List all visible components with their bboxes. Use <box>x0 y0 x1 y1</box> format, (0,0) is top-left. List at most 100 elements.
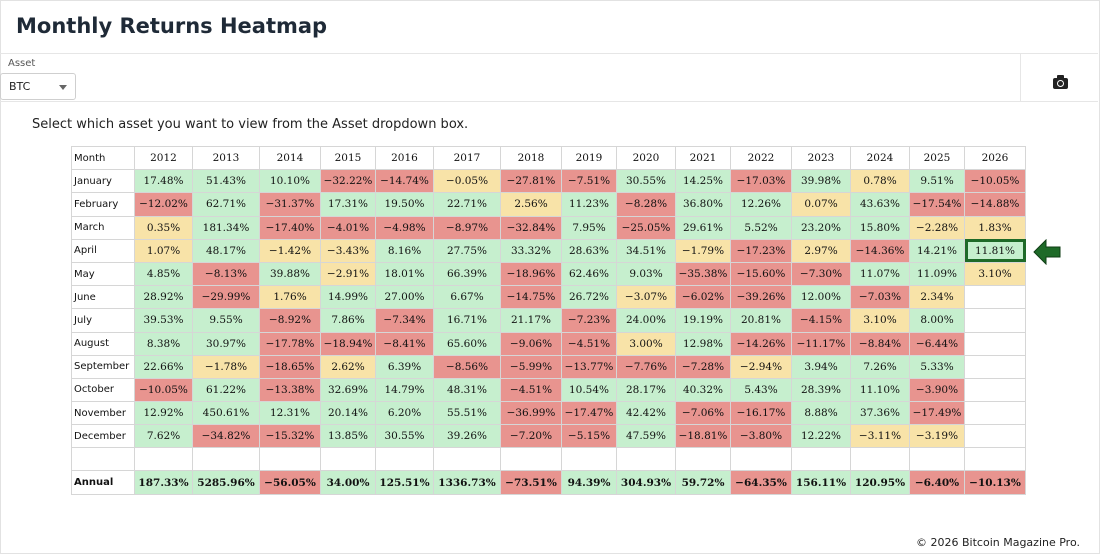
table-row: April 1.07% 48.17% −1.42% −3.43% 8.16% 27.75% 3… <box>71 238 1026 263</box>
return-cell: −17.78% <box>259 331 321 356</box>
return-cell: −14.26% <box>730 331 792 356</box>
return-cell: −1.78% <box>192 354 260 379</box>
return-cell: −7.20% <box>500 424 562 449</box>
return-cell: −4.51% <box>561 331 617 356</box>
return-cell: 19.19% <box>675 308 731 333</box>
empty-cell <box>909 447 965 472</box>
month-label: May <box>71 261 135 287</box>
return-cell: −3.07% <box>616 285 676 310</box>
month-label: August <box>71 331 135 356</box>
return-cell: −14.36% <box>850 238 910 263</box>
return-cell: −5.15% <box>561 424 617 449</box>
return-cell: 39.26% <box>433 424 501 449</box>
return-cell: −11.17% <box>791 331 851 356</box>
month-label: March <box>71 215 135 240</box>
return-cell: 15.80% <box>850 215 910 240</box>
return-cell: −7.23% <box>561 308 617 333</box>
return-cell: 7.95% <box>561 215 617 240</box>
empty-cell <box>433 447 501 472</box>
annual-return-cell: −10.13% <box>964 470 1026 495</box>
return-cell: 39.98% <box>791 169 851 194</box>
return-cell: −9.06% <box>500 331 562 356</box>
return-cell: −3.19% <box>909 424 965 449</box>
return-cell: −2.91% <box>320 261 376 287</box>
annual-return-cell: −73.51% <box>500 470 562 495</box>
return-cell: −14.74% <box>375 169 434 194</box>
return-cell: 1.07% <box>134 238 193 263</box>
year-column-header: 2025 <box>909 145 965 171</box>
spacer-row <box>71 447 1026 472</box>
screenshot-button[interactable] <box>1020 54 1099 101</box>
return-cell: 14.25% <box>675 169 731 194</box>
empty-cell <box>616 447 676 472</box>
return-cell: −7.34% <box>375 308 434 333</box>
empty-cell <box>320 447 376 472</box>
return-cell: −35.38% <box>675 261 731 287</box>
return-cell: −1.79% <box>675 238 731 263</box>
return-cell: 30.55% <box>616 169 676 194</box>
return-cell: 14.21% <box>909 238 965 263</box>
empty-cell <box>850 447 910 472</box>
return-cell: −3.11% <box>850 424 910 449</box>
return-cell: 61.22% <box>192 377 260 403</box>
highlighted-return-cell: 11.81% <box>964 238 1026 263</box>
annual-return-cell: −6.40% <box>909 470 965 495</box>
return-cell: 2.62% <box>320 354 376 379</box>
return-cell <box>964 401 1026 426</box>
return-cell: −7.03% <box>850 285 910 310</box>
return-cell: −6.02% <box>675 285 731 310</box>
return-cell: −18.81% <box>675 424 731 449</box>
return-cell: 40.32% <box>675 377 731 403</box>
return-cell: 450.61% <box>192 401 260 426</box>
empty-cell <box>561 447 617 472</box>
return-cell <box>964 354 1026 379</box>
return-cell: 28.39% <box>791 377 851 403</box>
return-cell: 12.00% <box>791 285 851 310</box>
annual-return-cell: 304.93% <box>616 470 676 495</box>
return-cell: −8.97% <box>433 215 501 240</box>
return-cell: 8.88% <box>791 401 851 426</box>
empty-cell <box>675 447 731 472</box>
annual-return-cell: 34.00% <box>320 470 376 495</box>
return-cell: −15.32% <box>259 424 321 449</box>
return-cell: 18.01% <box>375 261 434 287</box>
return-cell: −10.05% <box>964 169 1026 194</box>
return-cell: 3.10% <box>850 308 910 333</box>
month-label: April <box>71 238 135 263</box>
return-cell: −32.84% <box>500 215 562 240</box>
return-cell: 39.88% <box>259 261 321 287</box>
return-cell: 8.16% <box>375 238 434 263</box>
monthly-returns-table: Month 2012 2013 2014 2015 2016 2017 2018 2019 202… <box>71 145 1026 495</box>
annual-return-cell: 187.33% <box>134 470 193 495</box>
month-label: December <box>71 424 135 449</box>
annual-label: Annual <box>71 470 135 495</box>
return-cell <box>964 308 1026 333</box>
return-cell: −10.05% <box>134 377 193 403</box>
empty-cell <box>259 447 321 472</box>
return-cell: −7.28% <box>675 354 731 379</box>
return-cell <box>964 331 1026 356</box>
left-arrow-icon <box>1033 239 1061 265</box>
year-column-header: 2020 <box>616 145 676 171</box>
annual-return-cell: 5285.96% <box>192 470 260 495</box>
return-cell: 24.00% <box>616 308 676 333</box>
table-row: March 0.35% 181.34% −17.40% −4.01% −4.98% −8.9… <box>71 215 1026 240</box>
return-cell: −12.02% <box>134 192 193 217</box>
asset-dropdown[interactable]: BTC <box>0 73 76 100</box>
return-cell: −32.22% <box>320 169 376 194</box>
annual-return-cell: 1336.73% <box>433 470 501 495</box>
empty-cell <box>134 447 193 472</box>
return-cell: 55.51% <box>433 401 501 426</box>
return-cell: 5.52% <box>730 215 792 240</box>
table-header-row: Month 2012 2013 2014 2015 2016 2017 2018 2019 202… <box>71 145 1026 171</box>
table-row: November 12.92% 450.61% 12.31% 20.14% 6.20% 55… <box>71 401 1026 426</box>
return-cell: −2.28% <box>909 215 965 240</box>
annual-return-cell: 125.51% <box>375 470 434 495</box>
return-cell: 11.23% <box>561 192 617 217</box>
return-cell: 7.86% <box>320 308 376 333</box>
return-cell: 12.31% <box>259 401 321 426</box>
return-cell: −8.13% <box>192 261 260 287</box>
return-cell: 37.36% <box>850 401 910 426</box>
year-column-header: 2018 <box>500 145 562 171</box>
copyright-footer: © 2026 Bitcoin Magazine Pro. <box>916 536 1080 549</box>
